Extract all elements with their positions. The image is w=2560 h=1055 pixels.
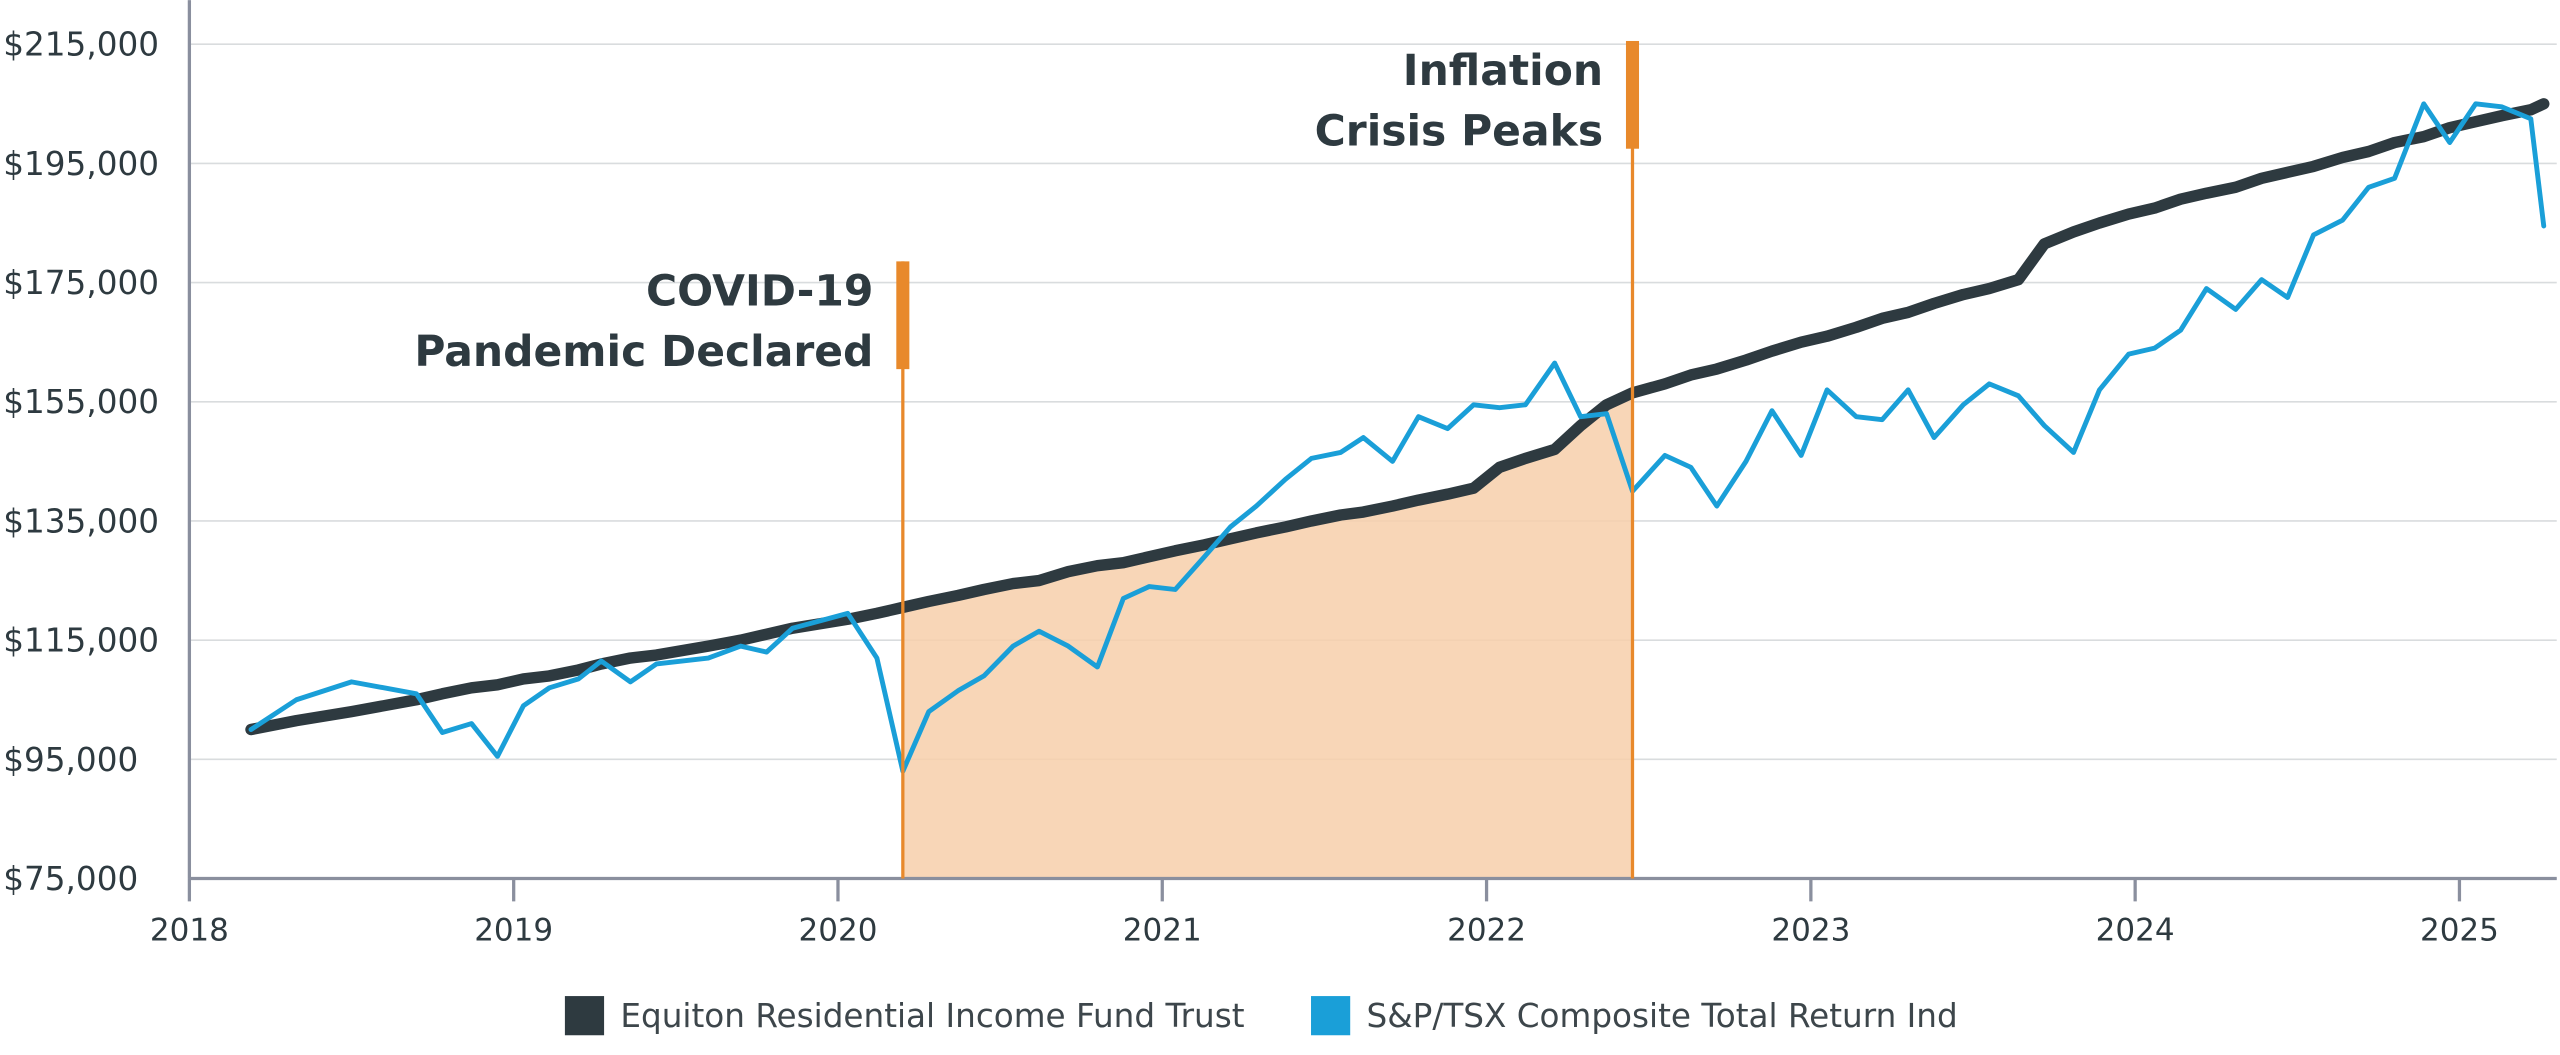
y-tick-label: $195,000 (3, 145, 159, 183)
series-line (245, 98, 2550, 736)
y-tick-label: $95,000 (3, 741, 138, 779)
annotation-text: Crisis Peaks (1315, 107, 1603, 156)
legend-swatch (564, 996, 605, 1036)
annotation-text: Inflation (1403, 47, 1603, 96)
annotation-bar (896, 261, 910, 370)
x-tick-label: 2025 (2420, 913, 2499, 949)
series-line (248, 101, 2547, 774)
legend: Equiton Residential Income Fund Trust S&P… (564, 996, 1958, 1036)
shade (902, 392, 1633, 879)
y-tick-label: $175,000 (3, 264, 159, 302)
annotation-text: Pandemic Declared (414, 328, 873, 377)
x-tick-label: 2021 (1123, 913, 1202, 949)
y-tick-label: $215,000 (3, 26, 159, 64)
y-tick-label: $75,000 (3, 860, 138, 898)
annotation-bar (1625, 40, 1640, 149)
legend-label: Equiton Residential Income Fund Trust (620, 997, 1244, 1035)
lines (245, 98, 2550, 774)
annotation-text: COVID-19 (646, 267, 873, 316)
x-tick-label: 2022 (1447, 913, 1526, 949)
shaded-period (902, 392, 1633, 879)
axes: $75,000 $95,000 $115,000 $135,000 $155,000 $1… (3, 0, 2557, 949)
y-tick-label: $135,000 (3, 502, 159, 540)
y-tick-label: $155,000 (3, 383, 159, 421)
x-tick-label: 2019 (474, 913, 553, 949)
y-tick-label: $115,000 (3, 622, 159, 660)
x-tick-label: 2018 (150, 913, 229, 949)
x-tick-label: 2023 (1771, 913, 1850, 949)
legend-swatch (1311, 996, 1351, 1036)
x-tick-label: 2024 (2096, 913, 2175, 949)
x-tick-label: 2020 (799, 913, 878, 949)
legend-label: S&P/TSX Composite Total Return Ind (1367, 997, 1958, 1035)
